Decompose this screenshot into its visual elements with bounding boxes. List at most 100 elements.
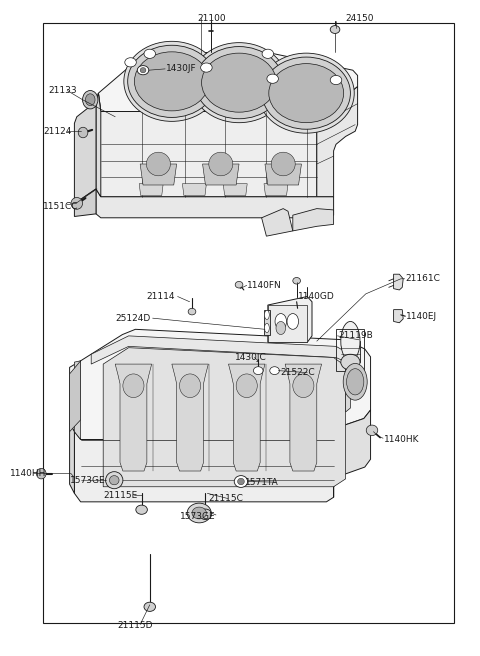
Ellipse shape bbox=[366, 425, 378, 436]
Ellipse shape bbox=[106, 472, 123, 489]
Text: 21114: 21114 bbox=[146, 292, 175, 301]
Ellipse shape bbox=[330, 75, 342, 85]
Ellipse shape bbox=[199, 509, 212, 520]
Ellipse shape bbox=[270, 367, 279, 375]
Ellipse shape bbox=[267, 74, 278, 83]
Ellipse shape bbox=[347, 369, 364, 395]
Ellipse shape bbox=[235, 281, 243, 288]
Ellipse shape bbox=[78, 127, 88, 138]
Ellipse shape bbox=[271, 152, 295, 176]
Ellipse shape bbox=[192, 507, 206, 519]
Text: 1571TA: 1571TA bbox=[245, 478, 278, 487]
Ellipse shape bbox=[341, 321, 360, 361]
Ellipse shape bbox=[188, 308, 196, 315]
Polygon shape bbox=[74, 361, 81, 440]
Text: 1430JF: 1430JF bbox=[166, 64, 196, 73]
Ellipse shape bbox=[180, 374, 201, 398]
Ellipse shape bbox=[264, 323, 269, 333]
Ellipse shape bbox=[276, 321, 286, 335]
Ellipse shape bbox=[258, 53, 354, 133]
Polygon shape bbox=[96, 189, 334, 218]
Polygon shape bbox=[394, 310, 403, 323]
Text: 21124: 21124 bbox=[43, 127, 72, 136]
Ellipse shape bbox=[136, 505, 147, 514]
Text: 21115E: 21115E bbox=[103, 491, 137, 500]
Ellipse shape bbox=[144, 602, 156, 611]
Text: 1573GE: 1573GE bbox=[180, 512, 216, 522]
Text: 25124D: 25124D bbox=[115, 314, 150, 323]
Text: 1140HH: 1140HH bbox=[10, 469, 46, 478]
Polygon shape bbox=[115, 364, 152, 471]
Text: 1140EJ: 1140EJ bbox=[406, 312, 437, 321]
Text: 21100: 21100 bbox=[197, 14, 226, 23]
Ellipse shape bbox=[202, 53, 276, 112]
Polygon shape bbox=[268, 297, 312, 342]
Text: 21115D: 21115D bbox=[118, 621, 153, 630]
Polygon shape bbox=[394, 274, 403, 290]
Polygon shape bbox=[264, 184, 288, 195]
Ellipse shape bbox=[341, 354, 360, 370]
Polygon shape bbox=[346, 354, 350, 412]
Ellipse shape bbox=[134, 52, 209, 111]
Polygon shape bbox=[265, 164, 301, 185]
Text: 1151CC: 1151CC bbox=[43, 202, 79, 211]
Ellipse shape bbox=[264, 310, 269, 319]
Polygon shape bbox=[228, 364, 265, 471]
Polygon shape bbox=[182, 184, 206, 195]
Ellipse shape bbox=[253, 367, 263, 375]
Ellipse shape bbox=[262, 49, 274, 58]
Polygon shape bbox=[139, 184, 163, 195]
Ellipse shape bbox=[330, 26, 340, 33]
Polygon shape bbox=[268, 305, 307, 342]
Ellipse shape bbox=[187, 503, 211, 523]
Polygon shape bbox=[334, 410, 371, 497]
Polygon shape bbox=[223, 184, 247, 195]
Polygon shape bbox=[317, 87, 358, 197]
Ellipse shape bbox=[144, 49, 156, 58]
Polygon shape bbox=[172, 364, 208, 471]
Ellipse shape bbox=[85, 94, 95, 106]
Ellipse shape bbox=[191, 43, 287, 123]
Ellipse shape bbox=[343, 363, 367, 400]
Polygon shape bbox=[70, 361, 81, 432]
Ellipse shape bbox=[137, 66, 149, 75]
Ellipse shape bbox=[195, 47, 283, 119]
Polygon shape bbox=[74, 189, 96, 216]
Polygon shape bbox=[203, 164, 239, 185]
Ellipse shape bbox=[234, 476, 248, 487]
Ellipse shape bbox=[140, 68, 146, 73]
Text: 21161C: 21161C bbox=[406, 274, 441, 283]
Ellipse shape bbox=[287, 314, 299, 329]
Polygon shape bbox=[285, 364, 322, 471]
Ellipse shape bbox=[236, 374, 257, 398]
Ellipse shape bbox=[201, 63, 212, 72]
Text: 1140HK: 1140HK bbox=[384, 435, 420, 444]
Ellipse shape bbox=[109, 476, 119, 485]
Ellipse shape bbox=[269, 64, 344, 123]
Text: 21115C: 21115C bbox=[209, 494, 244, 503]
Polygon shape bbox=[96, 93, 317, 197]
Ellipse shape bbox=[275, 314, 287, 329]
Ellipse shape bbox=[124, 41, 220, 121]
Ellipse shape bbox=[293, 374, 314, 398]
Ellipse shape bbox=[209, 152, 233, 176]
Polygon shape bbox=[70, 329, 371, 440]
Text: 1573GE: 1573GE bbox=[70, 476, 105, 485]
Text: 24150: 24150 bbox=[346, 14, 374, 23]
Text: 1140GD: 1140GD bbox=[298, 292, 335, 301]
Polygon shape bbox=[341, 341, 360, 362]
Text: 1430JC: 1430JC bbox=[235, 353, 267, 362]
Polygon shape bbox=[96, 93, 101, 197]
Text: 21522C: 21522C bbox=[281, 368, 315, 377]
Text: 21133: 21133 bbox=[48, 86, 77, 95]
Polygon shape bbox=[140, 164, 177, 185]
Polygon shape bbox=[70, 423, 74, 493]
Ellipse shape bbox=[293, 277, 300, 284]
Polygon shape bbox=[74, 432, 334, 502]
Ellipse shape bbox=[125, 58, 136, 67]
Ellipse shape bbox=[262, 57, 350, 129]
Ellipse shape bbox=[146, 152, 170, 176]
Polygon shape bbox=[262, 209, 293, 236]
Ellipse shape bbox=[83, 91, 98, 109]
Text: 21119B: 21119B bbox=[338, 331, 373, 340]
